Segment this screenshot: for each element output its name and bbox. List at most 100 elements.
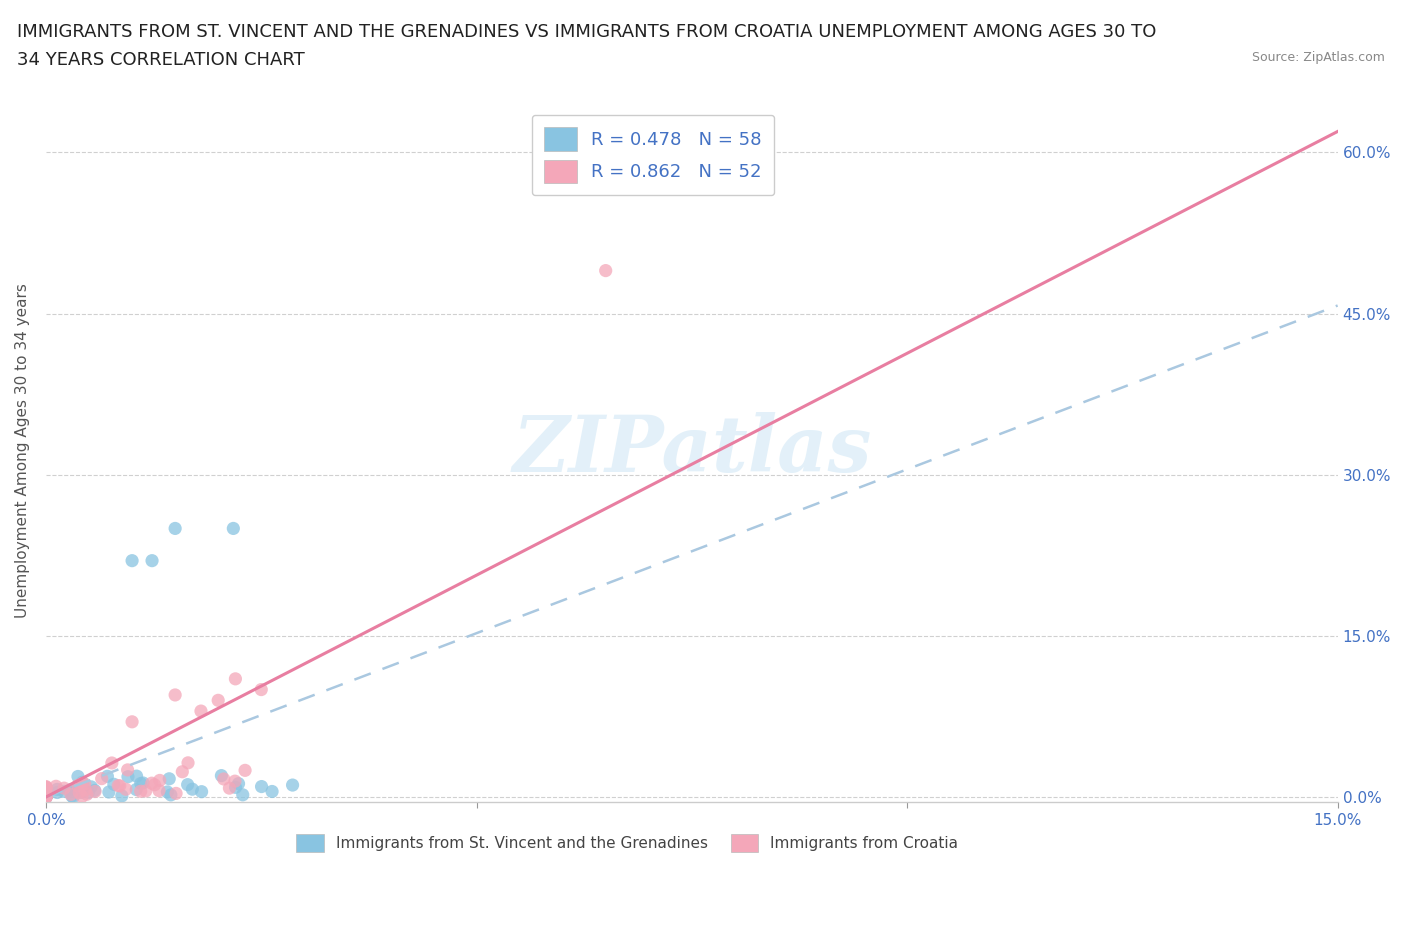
Point bbox=[96, 769, 118, 784]
Point bbox=[35, 790, 58, 804]
Point bbox=[190, 704, 212, 719]
Point bbox=[207, 693, 229, 708]
Point bbox=[35, 780, 58, 795]
Point bbox=[70, 776, 93, 790]
Point bbox=[35, 779, 58, 794]
Point bbox=[595, 263, 617, 278]
Point bbox=[35, 787, 58, 802]
Point bbox=[157, 771, 180, 786]
Point bbox=[60, 782, 83, 797]
Point bbox=[35, 788, 58, 803]
Point bbox=[129, 784, 152, 799]
Point bbox=[35, 787, 58, 802]
Point bbox=[149, 773, 172, 788]
Point bbox=[125, 782, 148, 797]
Point bbox=[250, 682, 273, 697]
Point bbox=[111, 789, 134, 804]
Point bbox=[125, 769, 148, 784]
Point bbox=[165, 786, 187, 801]
Point bbox=[121, 714, 143, 729]
Point bbox=[35, 790, 58, 804]
Point bbox=[35, 790, 58, 804]
Point bbox=[73, 777, 96, 791]
Point bbox=[115, 782, 138, 797]
Point bbox=[67, 785, 90, 800]
Point bbox=[45, 778, 67, 793]
Point bbox=[108, 778, 131, 793]
Point bbox=[35, 790, 58, 804]
Point bbox=[148, 783, 170, 798]
Point bbox=[228, 777, 250, 791]
Point bbox=[212, 772, 235, 787]
Point bbox=[101, 755, 124, 770]
Point bbox=[46, 785, 69, 800]
Point bbox=[177, 755, 200, 770]
Point bbox=[35, 790, 58, 804]
Point bbox=[60, 789, 83, 804]
Point bbox=[62, 790, 84, 804]
Point bbox=[181, 782, 204, 797]
Point bbox=[35, 788, 58, 803]
Point bbox=[224, 671, 246, 686]
Point bbox=[103, 777, 125, 791]
Point bbox=[232, 788, 254, 803]
Point bbox=[141, 553, 163, 568]
Point bbox=[233, 763, 256, 777]
Point bbox=[35, 784, 58, 799]
Point bbox=[35, 786, 58, 801]
Point bbox=[90, 771, 112, 786]
Point bbox=[135, 783, 157, 798]
Point bbox=[172, 764, 194, 779]
Point bbox=[225, 780, 247, 795]
Point bbox=[121, 553, 143, 568]
Point bbox=[190, 784, 212, 799]
Point bbox=[35, 790, 58, 804]
Point bbox=[107, 778, 129, 793]
Point bbox=[35, 788, 58, 803]
Point bbox=[97, 785, 120, 800]
Point bbox=[77, 785, 100, 800]
Point bbox=[70, 785, 93, 800]
Point bbox=[176, 777, 198, 792]
Text: ZIPatlas: ZIPatlas bbox=[512, 412, 872, 489]
Point bbox=[35, 790, 58, 804]
Point bbox=[35, 780, 58, 795]
Point bbox=[35, 788, 58, 803]
Point bbox=[72, 775, 94, 790]
Point bbox=[69, 784, 91, 799]
Point bbox=[117, 769, 139, 784]
Point bbox=[35, 790, 58, 804]
Point bbox=[250, 779, 273, 794]
Point bbox=[35, 786, 58, 801]
Point bbox=[35, 790, 58, 804]
Point bbox=[35, 790, 58, 804]
Point bbox=[35, 780, 58, 795]
Point bbox=[66, 769, 89, 784]
Point bbox=[35, 790, 58, 804]
Point bbox=[281, 777, 304, 792]
Point bbox=[35, 787, 58, 802]
Point bbox=[224, 774, 246, 789]
Point bbox=[165, 687, 187, 702]
Point bbox=[35, 781, 58, 796]
Point bbox=[129, 776, 152, 790]
Point bbox=[84, 784, 107, 799]
Point bbox=[35, 790, 58, 804]
Point bbox=[262, 784, 284, 799]
Point bbox=[35, 790, 58, 804]
Point bbox=[53, 780, 76, 795]
Point bbox=[52, 784, 75, 799]
Point bbox=[66, 778, 89, 793]
Point bbox=[35, 788, 58, 803]
Point bbox=[222, 521, 245, 536]
Text: IMMIGRANTS FROM ST. VINCENT AND THE GRENADINES VS IMMIGRANTS FROM CROATIA UNEMPL: IMMIGRANTS FROM ST. VINCENT AND THE GREN… bbox=[17, 23, 1156, 41]
Point bbox=[218, 780, 240, 795]
Point bbox=[35, 786, 58, 801]
Point bbox=[75, 782, 97, 797]
Legend: Immigrants from St. Vincent and the Grenadines, Immigrants from Croatia: Immigrants from St. Vincent and the Gren… bbox=[290, 829, 965, 858]
Text: 34 YEARS CORRELATION CHART: 34 YEARS CORRELATION CHART bbox=[17, 51, 305, 69]
Point bbox=[117, 763, 139, 777]
Point bbox=[209, 768, 232, 783]
Point bbox=[76, 787, 98, 802]
Point bbox=[46, 782, 69, 797]
